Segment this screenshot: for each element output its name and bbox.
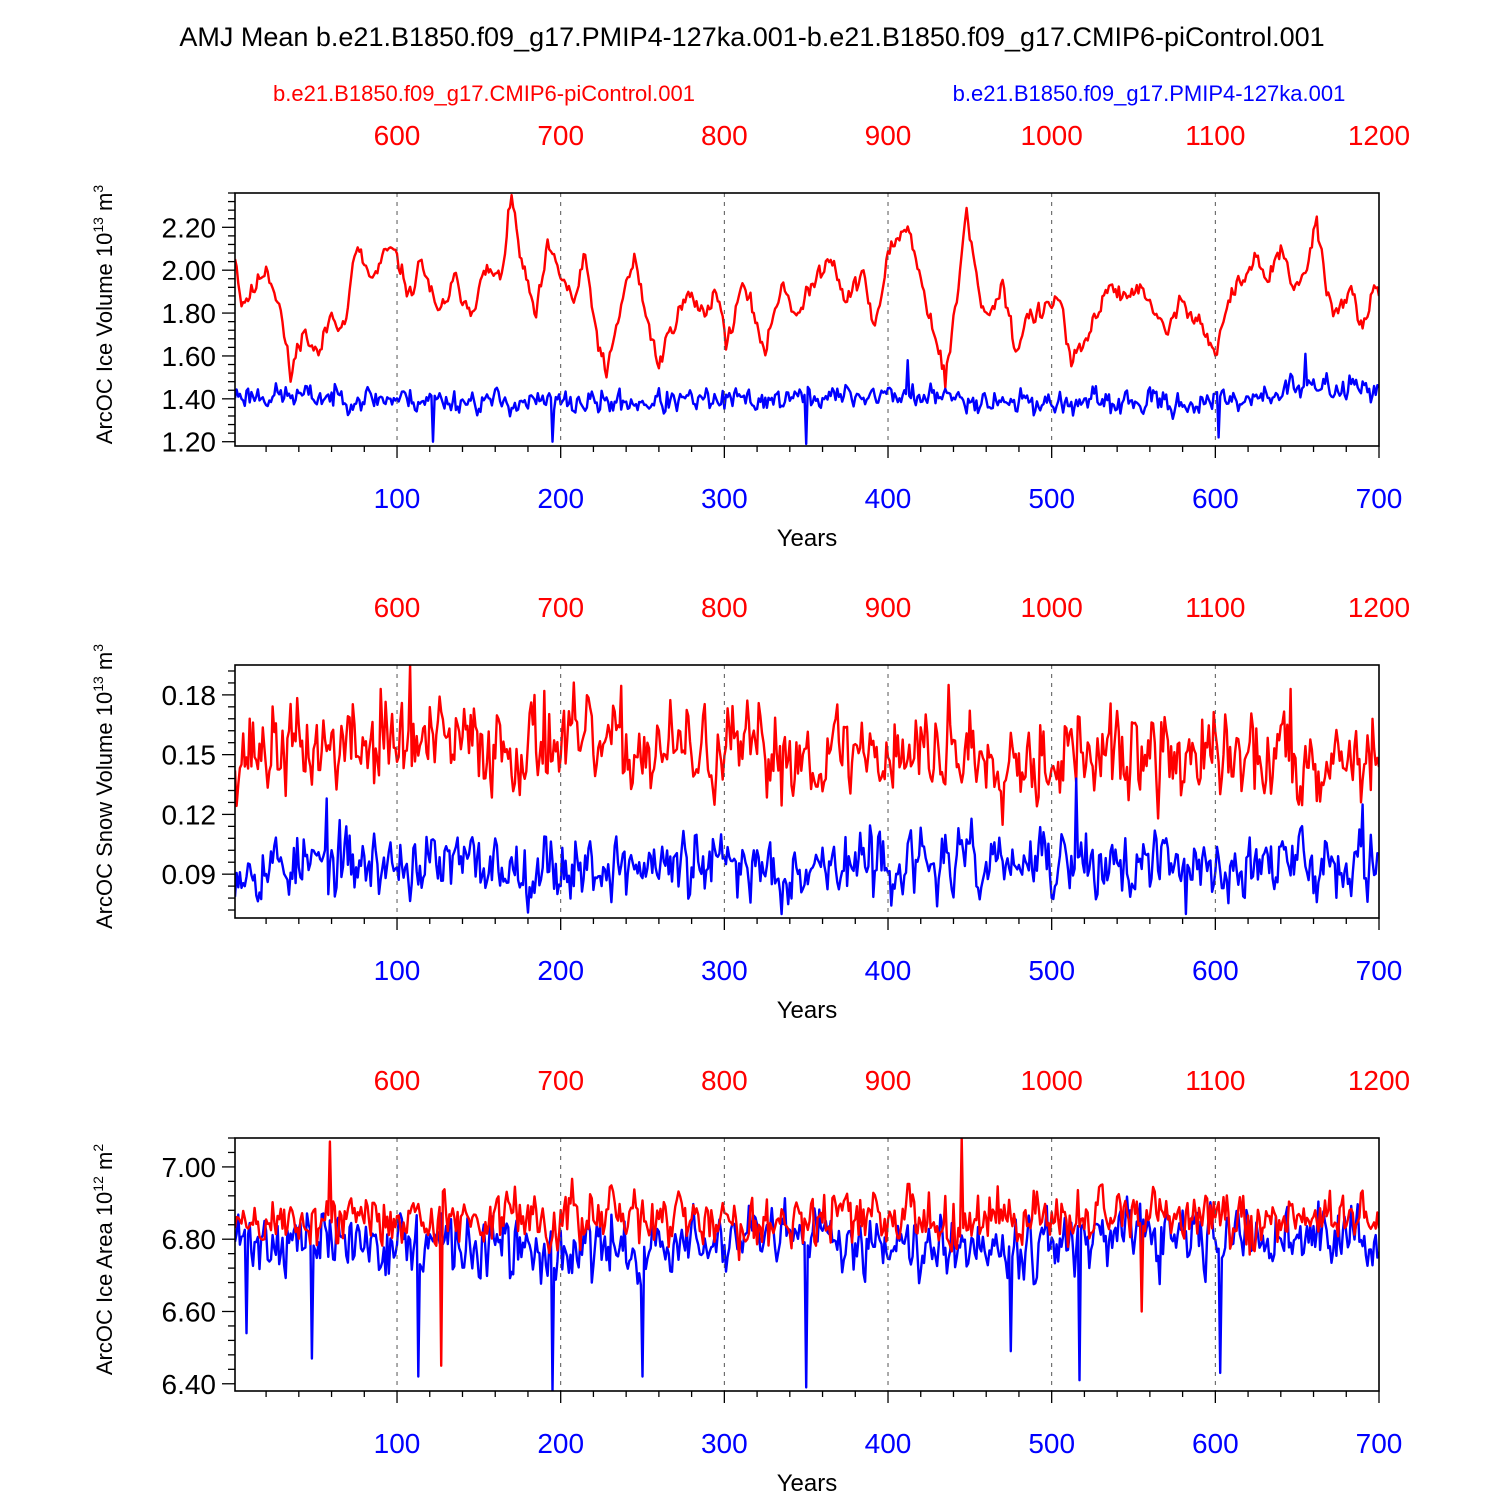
x-top-tick-label: 1100 — [1185, 592, 1245, 623]
y-axis-title-unit-exponent: 2 — [90, 1144, 106, 1152]
x-top-tick-label: 1000 — [1021, 120, 1083, 151]
y-axis-title-main: ArcOC Ice Area 10 — [92, 1192, 117, 1375]
x-axis-title: Years — [777, 997, 838, 1024]
x-bottom-tick-label: 400 — [865, 1428, 912, 1459]
y-tick-label: 6.80 — [162, 1224, 217, 1255]
y-tick-label: 0.12 — [162, 799, 217, 830]
x-bottom-tick-label: 300 — [701, 483, 748, 514]
y-axis-title-exponent: 13 — [90, 676, 106, 692]
legend-experiment-label: b.e21.B1850.f09_g17.PMIP4-127ka.001 — [953, 81, 1346, 106]
x-bottom-tick-label: 200 — [537, 483, 584, 514]
series-line-control — [235, 193, 1379, 390]
x-bottom-tick-label: 600 — [1192, 1428, 1239, 1459]
y-tick-label: 1.80 — [162, 298, 217, 329]
y-tick-label: 2.00 — [162, 255, 217, 286]
x-bottom-tick-label: 200 — [537, 1428, 584, 1459]
y-tick-label: 1.60 — [162, 341, 217, 372]
x-top-tick-label: 1100 — [1185, 1065, 1245, 1096]
y-tick-label: 0.18 — [162, 680, 217, 711]
y-tick-label: 0.15 — [162, 740, 217, 771]
x-bottom-tick-label: 500 — [1028, 955, 1075, 986]
y-tick-label: 2.20 — [162, 212, 217, 243]
series-line-experiment — [235, 352, 1379, 446]
series-line-experiment — [235, 1195, 1379, 1391]
x-bottom-tick-label: 100 — [374, 1428, 421, 1459]
y-axis-title-exponent: 12 — [90, 1176, 106, 1192]
y-tick-label: 6.60 — [162, 1296, 217, 1327]
panel-2: 0.09 0.12 0.15 0.18 100 200 300 400 500 600 700 600… — [90, 592, 1410, 1024]
x-top-tick-label: 600 — [374, 1065, 421, 1096]
x-top-tick-label: 600 — [374, 120, 421, 151]
x-bottom-tick-label: 300 — [701, 955, 748, 986]
y-axis-title-main: ArcOC Snow Volume 10 — [92, 692, 117, 929]
x-bottom-tick-label: 200 — [537, 955, 584, 986]
x-top-tick-label: 900 — [865, 120, 912, 151]
x-axis-title: Years — [777, 525, 838, 552]
y-axis-title: ArcOC Ice Area 1012 m2 — [90, 1144, 117, 1375]
x-top-tick-label: 800 — [701, 1065, 748, 1096]
x-top-tick-label: 700 — [537, 1065, 584, 1096]
series-line-control — [235, 665, 1379, 826]
x-bottom-tick-label: 600 — [1192, 955, 1239, 986]
legend-control-label: b.e21.B1850.f09_g17.CMIP6-piControl.001 — [273, 81, 695, 106]
series-group — [235, 193, 1379, 446]
series-group — [235, 1138, 1379, 1391]
x-top-tick-label: 600 — [374, 592, 421, 623]
x-bottom-tick-label: 600 — [1192, 483, 1239, 514]
plot-frame — [234, 1137, 1380, 1392]
y-axis-title: ArcOC Ice Volume 1013 m3 — [90, 185, 117, 445]
x-bottom-tick-label: 500 — [1028, 483, 1075, 514]
y-tick-label: 1.40 — [162, 384, 217, 415]
x-top-tick-label: 1100 — [1185, 120, 1245, 151]
panel-1: 1.20 1.40 1.60 1.80 2.00 2.20 100 200 300 400 500 6… — [90, 120, 1410, 552]
y-tick-label: 6.40 — [162, 1369, 217, 1400]
y-axis-title: ArcOC Snow Volume 1013 m3 — [90, 644, 117, 929]
y-tick-label: 1.20 — [162, 427, 217, 458]
x-bottom-tick-label: 700 — [1356, 955, 1403, 986]
y-axis-title-unit-exponent: 3 — [90, 185, 106, 193]
x-top-tick-label: 800 — [701, 592, 748, 623]
x-top-tick-label: 1200 — [1348, 1065, 1410, 1096]
y-axis-title-unit-exponent: 3 — [90, 644, 106, 652]
y-axis-title-unit: m — [92, 1152, 117, 1176]
x-top-tick-label: 1200 — [1348, 120, 1410, 151]
y-axis-title-unit: m — [92, 652, 117, 676]
x-bottom-tick-label: 700 — [1356, 1428, 1403, 1459]
x-top-tick-label: 1000 — [1021, 592, 1083, 623]
x-top-tick-label: 900 — [865, 592, 912, 623]
y-tick-label: 7.00 — [162, 1152, 217, 1183]
x-bottom-tick-label: 300 — [701, 1428, 748, 1459]
x-top-tick-label: 1000 — [1021, 1065, 1083, 1096]
y-axis-title-main: ArcOC Ice Volume 10 — [92, 233, 117, 445]
y-tick-label: 0.09 — [162, 859, 217, 890]
series-line-control — [235, 1138, 1379, 1367]
series-line-experiment — [235, 777, 1379, 916]
x-axis-title: Years — [777, 1470, 838, 1497]
y-axis-title-unit: m — [92, 193, 117, 217]
x-top-tick-label: 700 — [537, 592, 584, 623]
x-top-tick-label: 900 — [865, 1065, 912, 1096]
x-bottom-tick-label: 700 — [1356, 483, 1403, 514]
x-bottom-tick-label: 400 — [865, 483, 912, 514]
x-top-tick-label: 800 — [701, 120, 748, 151]
plot-frame — [234, 192, 1380, 447]
x-top-tick-label: 1200 — [1348, 592, 1410, 623]
x-bottom-tick-label: 100 — [374, 483, 421, 514]
chart-title: AMJ Mean b.e21.B1850.f09_g17.PMIP4-127ka… — [179, 22, 1324, 52]
series-group — [235, 665, 1379, 916]
plot-frame — [234, 664, 1380, 919]
x-bottom-tick-label: 400 — [865, 955, 912, 986]
x-bottom-tick-label: 100 — [374, 955, 421, 986]
y-axis-title-exponent: 13 — [90, 217, 106, 233]
panel-3: 6.40 6.60 6.80 7.00 100 200 300 400 500 600 700 600… — [90, 1065, 1410, 1497]
x-bottom-tick-label: 500 — [1028, 1428, 1075, 1459]
x-top-tick-label: 700 — [537, 120, 584, 151]
